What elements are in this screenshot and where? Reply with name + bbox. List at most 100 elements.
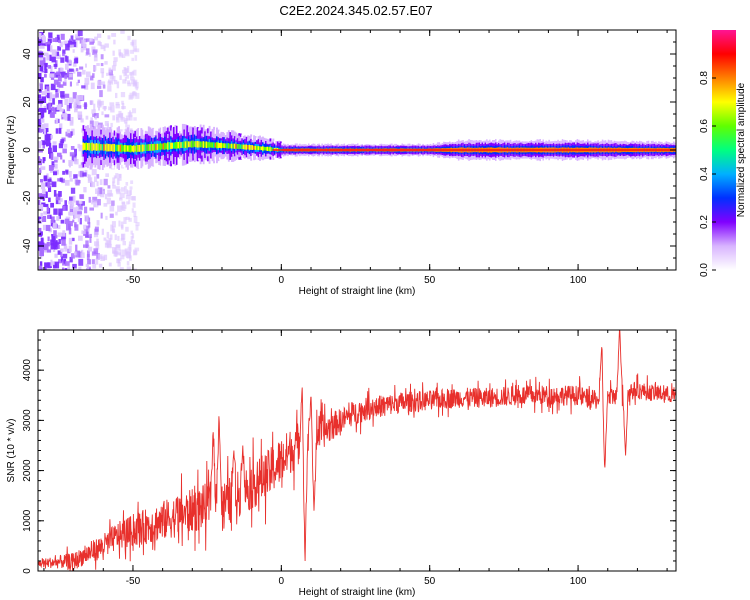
noise-speckle	[58, 212, 61, 219]
noise-speckle	[109, 81, 114, 85]
signal-band-cell	[235, 143, 238, 149]
noise-speckle	[78, 266, 82, 270]
noise-speckle	[130, 230, 133, 235]
noise-speckle	[105, 239, 108, 245]
noise-speckle	[59, 41, 63, 48]
noise-speckle	[125, 50, 130, 57]
noise-speckle	[77, 105, 82, 109]
noise-speckle	[47, 215, 50, 219]
x-tick-label: 50	[424, 275, 436, 286]
noise-speckle	[106, 123, 109, 128]
noise-speckle	[96, 174, 100, 179]
signal-band-cell	[214, 142, 217, 148]
noise-speckle	[108, 79, 113, 83]
noise-speckle	[87, 233, 92, 238]
noise-speckle	[115, 104, 120, 109]
noise-speckle	[95, 244, 100, 250]
colorbar-label: Normalized spectral amplitude	[736, 82, 747, 217]
noise-speckle	[55, 88, 59, 92]
noise-speckle	[127, 82, 132, 87]
noise-speckle	[117, 235, 120, 241]
noise-speckle	[58, 199, 61, 204]
noise-speckle	[53, 230, 57, 237]
noise-speckle	[97, 199, 101, 206]
noise-speckle	[120, 255, 125, 260]
noise-speckle	[124, 68, 128, 76]
noise-speckle	[75, 244, 78, 252]
noise-speckle	[98, 263, 103, 268]
noise-speckle	[42, 60, 46, 67]
signal-band-cell	[254, 145, 257, 150]
noise-speckle	[132, 202, 136, 208]
noise-speckle	[73, 58, 78, 64]
signal-band-cell	[115, 144, 118, 152]
noise-speckle	[55, 60, 58, 68]
noise-speckle	[48, 103, 52, 110]
noise-speckle	[38, 204, 44, 210]
y-tick-label: 3000	[22, 409, 33, 432]
noise-speckle	[110, 105, 115, 113]
noise-speckle	[111, 221, 116, 228]
noise-speckle	[115, 114, 119, 121]
noise-speckle	[38, 37, 43, 42]
noise-speckle	[41, 96, 47, 103]
noise-speckle	[39, 33, 42, 40]
signal-band-cell	[224, 143, 227, 149]
signal-band-cell	[165, 143, 168, 150]
noise-speckle	[130, 77, 135, 81]
noise-speckle	[82, 43, 87, 51]
noise-speckle	[131, 233, 135, 239]
noise-speckle	[127, 80, 131, 85]
signal-band-cell	[124, 145, 126, 152]
noise-speckle	[120, 187, 125, 192]
noise-speckle	[74, 224, 79, 231]
noise-speckle	[110, 122, 113, 130]
noise-speckle	[107, 35, 111, 40]
signal-band-cell	[164, 142, 166, 150]
noise-speckle	[56, 71, 61, 75]
signal-band-cell	[118, 144, 120, 152]
noise-speckle	[131, 91, 137, 97]
signal-band-cell	[91, 142, 94, 152]
noise-speckle	[54, 65, 57, 69]
noise-speckle	[106, 240, 111, 247]
noise-speckle	[130, 42, 134, 46]
noise-speckle	[118, 52, 123, 58]
noise-speckle	[89, 236, 92, 243]
signal-band-cell	[141, 144, 144, 152]
noise-speckle	[106, 72, 109, 76]
noise-speckle	[114, 234, 117, 241]
noise-speckle	[44, 262, 49, 268]
signal-band-cell	[236, 144, 239, 149]
signal-band-cell	[260, 146, 263, 151]
signal-band-cell	[219, 143, 221, 148]
noise-speckle	[100, 68, 105, 74]
noise-speckle	[121, 224, 124, 230]
noise-speckle	[115, 186, 120, 192]
noise-speckle	[47, 38, 52, 44]
noise-speckle	[126, 251, 132, 259]
signal-band-cell	[201, 141, 204, 148]
signal-band-cell	[144, 144, 147, 151]
noise-speckle	[109, 234, 113, 240]
noise-speckle	[82, 69, 86, 75]
signal-band-cell	[103, 143, 106, 151]
colorbar-gradient	[712, 30, 736, 270]
spectrogram-x-axis-label: Height of straight line (km)	[299, 286, 416, 297]
signal-band-cell	[256, 145, 258, 150]
signal-band-cell	[207, 141, 209, 148]
noise-speckle	[125, 182, 129, 186]
colorbar: 0.0 0.2 0.4 0.6 0.8 Normalized spectral ampl…	[699, 30, 747, 277]
noise-speckle	[68, 245, 72, 253]
noise-speckle	[94, 36, 98, 41]
noise-speckle	[79, 95, 84, 100]
noise-speckle	[105, 215, 108, 220]
noise-speckle	[69, 196, 74, 201]
signal-band-cell	[253, 145, 255, 150]
signal-band-cell	[153, 143, 156, 151]
signal-band-cell	[247, 145, 250, 150]
noise-speckle	[127, 124, 130, 129]
noise-speckle	[72, 195, 76, 203]
noise-speckle	[40, 111, 45, 118]
noise-speckle	[112, 247, 117, 254]
